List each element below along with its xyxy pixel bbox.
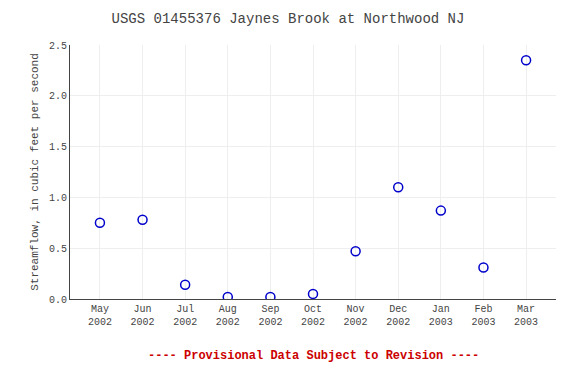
svg-text:USGS 01455376 Jaynes Brook at: USGS 01455376 Jaynes Brook at Northwood …: [112, 11, 465, 27]
svg-text:1.0: 1.0: [49, 193, 67, 204]
svg-text:Dec2002: Dec2002: [386, 304, 410, 328]
svg-text:May2002: May2002: [88, 304, 112, 328]
svg-text:0.0: 0.0: [49, 295, 67, 306]
svg-text:---- Provisional Data Subject: ---- Provisional Data Subject to Revisio…: [148, 349, 479, 363]
svg-text:2.0: 2.0: [49, 91, 67, 102]
svg-text:Jan2003: Jan2003: [429, 304, 453, 328]
svg-text:Nov2002: Nov2002: [344, 304, 368, 328]
svg-text:Mar2003: Mar2003: [514, 304, 538, 328]
svg-text:Sep2002: Sep2002: [258, 304, 282, 328]
svg-text:Feb2003: Feb2003: [471, 304, 495, 328]
svg-text:0.5: 0.5: [49, 244, 67, 255]
svg-text:Jul2002: Jul2002: [173, 304, 197, 328]
svg-text:Aug2002: Aug2002: [216, 304, 240, 328]
svg-text:Oct2002: Oct2002: [301, 304, 325, 328]
svg-text:2.5: 2.5: [49, 41, 67, 52]
svg-text:Jun2002: Jun2002: [131, 304, 155, 328]
svg-text:Streamflow, in cubic feet per: Streamflow, in cubic feet per second: [29, 53, 41, 291]
svg-text:1.5: 1.5: [49, 142, 67, 153]
